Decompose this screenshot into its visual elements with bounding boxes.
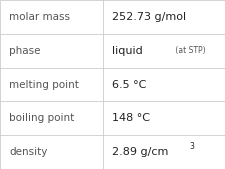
Text: 148 °C: 148 °C	[111, 113, 149, 123]
Text: (at STP): (at STP)	[172, 46, 205, 55]
Text: density: density	[9, 147, 47, 157]
Text: 2.89 g/cm: 2.89 g/cm	[111, 147, 167, 157]
Text: melting point: melting point	[9, 79, 79, 90]
Text: molar mass: molar mass	[9, 12, 70, 22]
Text: boiling point: boiling point	[9, 113, 74, 123]
Text: 252.73 g/mol: 252.73 g/mol	[111, 12, 185, 22]
Text: 6.5 °C: 6.5 °C	[111, 79, 146, 90]
Text: liquid: liquid	[111, 46, 142, 56]
Text: 3: 3	[189, 141, 194, 151]
Text: phase: phase	[9, 46, 40, 56]
